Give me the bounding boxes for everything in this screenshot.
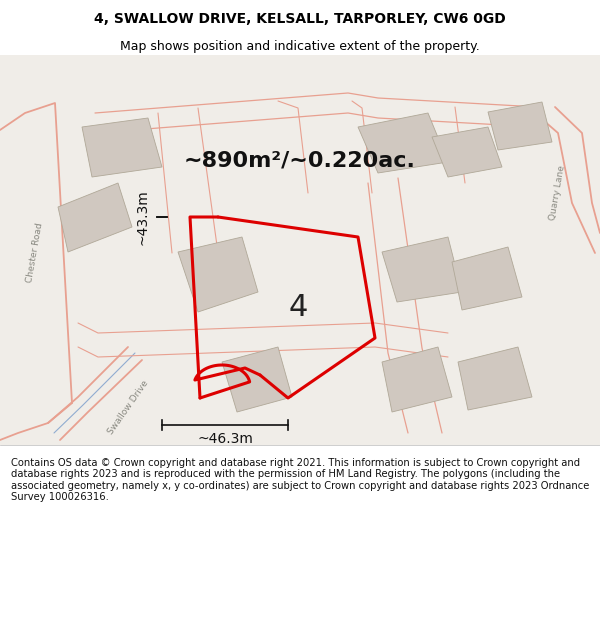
Text: Quarry Lane: Quarry Lane: [548, 165, 566, 221]
Text: ~46.3m: ~46.3m: [197, 432, 253, 446]
Polygon shape: [178, 237, 258, 312]
Polygon shape: [222, 347, 292, 412]
Polygon shape: [382, 237, 462, 302]
Text: Chester Road: Chester Road: [25, 222, 45, 284]
Text: ~890m²/~0.220ac.: ~890m²/~0.220ac.: [184, 150, 416, 170]
Polygon shape: [358, 113, 448, 173]
Polygon shape: [432, 127, 502, 177]
Text: 4, SWALLOW DRIVE, KELSALL, TARPORLEY, CW6 0GD: 4, SWALLOW DRIVE, KELSALL, TARPORLEY, CW…: [94, 12, 506, 26]
Polygon shape: [382, 347, 452, 412]
Polygon shape: [82, 118, 162, 177]
Text: Swallow Drive: Swallow Drive: [106, 378, 150, 436]
Text: 4: 4: [289, 292, 308, 321]
Text: Map shows position and indicative extent of the property.: Map shows position and indicative extent…: [120, 39, 480, 52]
Text: Contains OS data © Crown copyright and database right 2021. This information is : Contains OS data © Crown copyright and d…: [11, 458, 589, 503]
Text: ~43.3m: ~43.3m: [135, 189, 149, 245]
Polygon shape: [488, 102, 552, 150]
Polygon shape: [452, 247, 522, 310]
Polygon shape: [58, 183, 132, 252]
Polygon shape: [458, 347, 532, 410]
